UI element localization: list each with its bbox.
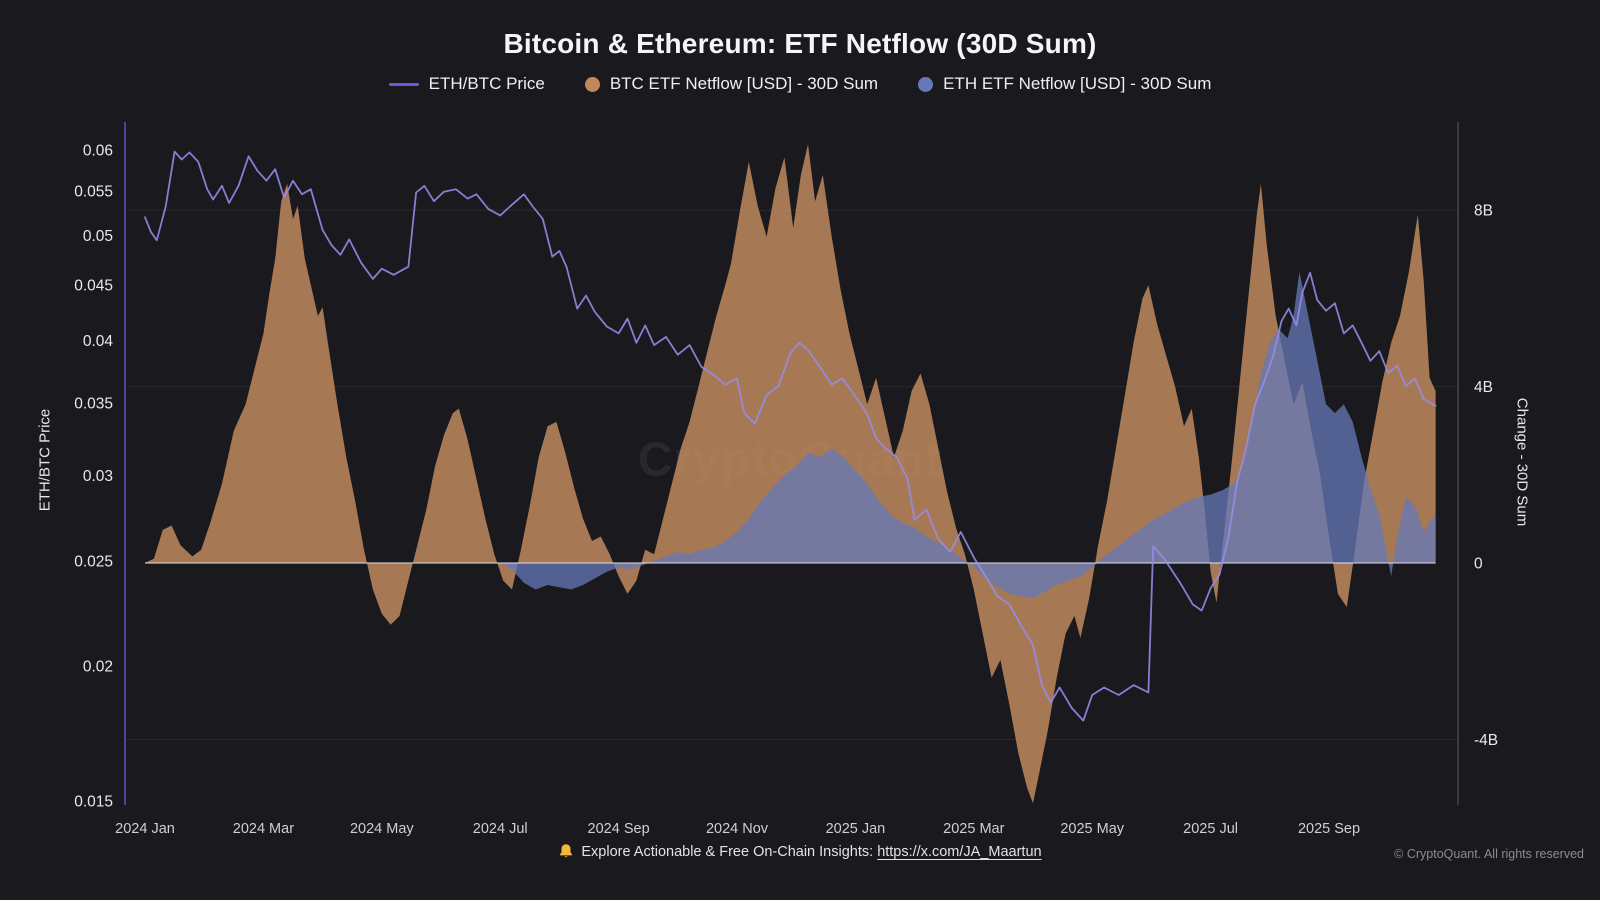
legend-item-btc-etf-netflow[interactable]: BTC ETF Netflow [USD] - 30D Sum (584, 74, 879, 94)
right-axis-title: Change - 30D Sum (1513, 397, 1531, 527)
chart-title: Bitcoin & Ethereum: ETF Netflow (30D Sum… (503, 28, 1097, 59)
legend-label: ETH/BTC Price (428, 74, 545, 93)
x-axis-tick-label: 2024 Jan (115, 821, 175, 837)
x-axis-tick-label: 2024 Nov (706, 821, 769, 837)
legend-item-eth-btc-price[interactable]: ETH/BTC Price (388, 74, 545, 94)
left-axis-tick-label: 0.03 (83, 468, 113, 485)
x-axis-tick-label: 2024 May (350, 821, 414, 837)
left-axis-tick-label: 0.02 (83, 658, 113, 675)
left-axis-tick-label: 0.045 (74, 278, 113, 295)
right-axis-tick-label: -4B (1474, 732, 1498, 749)
left-axis-tick-label: 0.025 (74, 554, 113, 571)
eth-netflow-area (500, 271, 1436, 599)
footer-link[interactable]: https://x.com/JA_Maartun (877, 844, 1042, 860)
btc-area-swatch-icon (584, 76, 600, 92)
legend-label: ETH ETF Netflow [USD] - 30D Sum (943, 74, 1212, 93)
left-axis-tick-label: 0.04 (83, 333, 114, 350)
legend: ETH/BTC Price BTC ETF Netflow [USD] - 30… (0, 74, 1600, 94)
x-axis-tick-label: 2025 Mar (943, 821, 1004, 837)
eth-btc-price-line (144, 150, 1437, 722)
x-axis-tick-label: 2025 Jan (826, 821, 886, 837)
footer-promo: Explore Actionable & Free On-Chain Insig… (0, 843, 1600, 860)
left-axis-tick-label: 0.06 (83, 143, 113, 160)
copyright-text: © CryptoQuant. All rights reserved (1394, 847, 1584, 861)
right-axis-tick-label: 0 (1474, 556, 1483, 573)
left-axis-tick-label: 0.05 (83, 228, 113, 245)
left-axis-title: ETH/BTC Price (36, 408, 54, 512)
x-axis-tick-label: 2025 May (1060, 821, 1124, 837)
x-axis-tick-label: 2024 Sep (588, 821, 650, 837)
bell-icon (560, 844, 573, 858)
line-series-swatch-icon (388, 82, 419, 86)
left-axis-tick-label: 0.055 (74, 183, 113, 200)
x-axis-tick-label: 2024 Jul (473, 821, 528, 837)
right-axis-tick-label: 8B (1474, 203, 1493, 220)
left-axis-tick-label: 0.035 (74, 396, 113, 413)
x-axis-tick-label: 2024 Mar (233, 821, 294, 837)
right-axis-tick-label: 4B (1474, 379, 1493, 396)
legend-item-eth-etf-netflow[interactable]: ETH ETF Netflow [USD] - 30D Sum (918, 74, 1211, 94)
legend-label: BTC ETF Netflow [USD] - 30D Sum (609, 74, 879, 93)
eth-area-swatch-icon (918, 76, 934, 92)
left-axis-tick-label: 0.015 (74, 794, 113, 811)
footer-text: Explore Actionable & Free On-Chain Insig… (581, 844, 878, 860)
x-axis-tick-label: 2025 Jul (1183, 821, 1238, 837)
x-axis-tick-label: 2025 Sep (1298, 821, 1360, 837)
